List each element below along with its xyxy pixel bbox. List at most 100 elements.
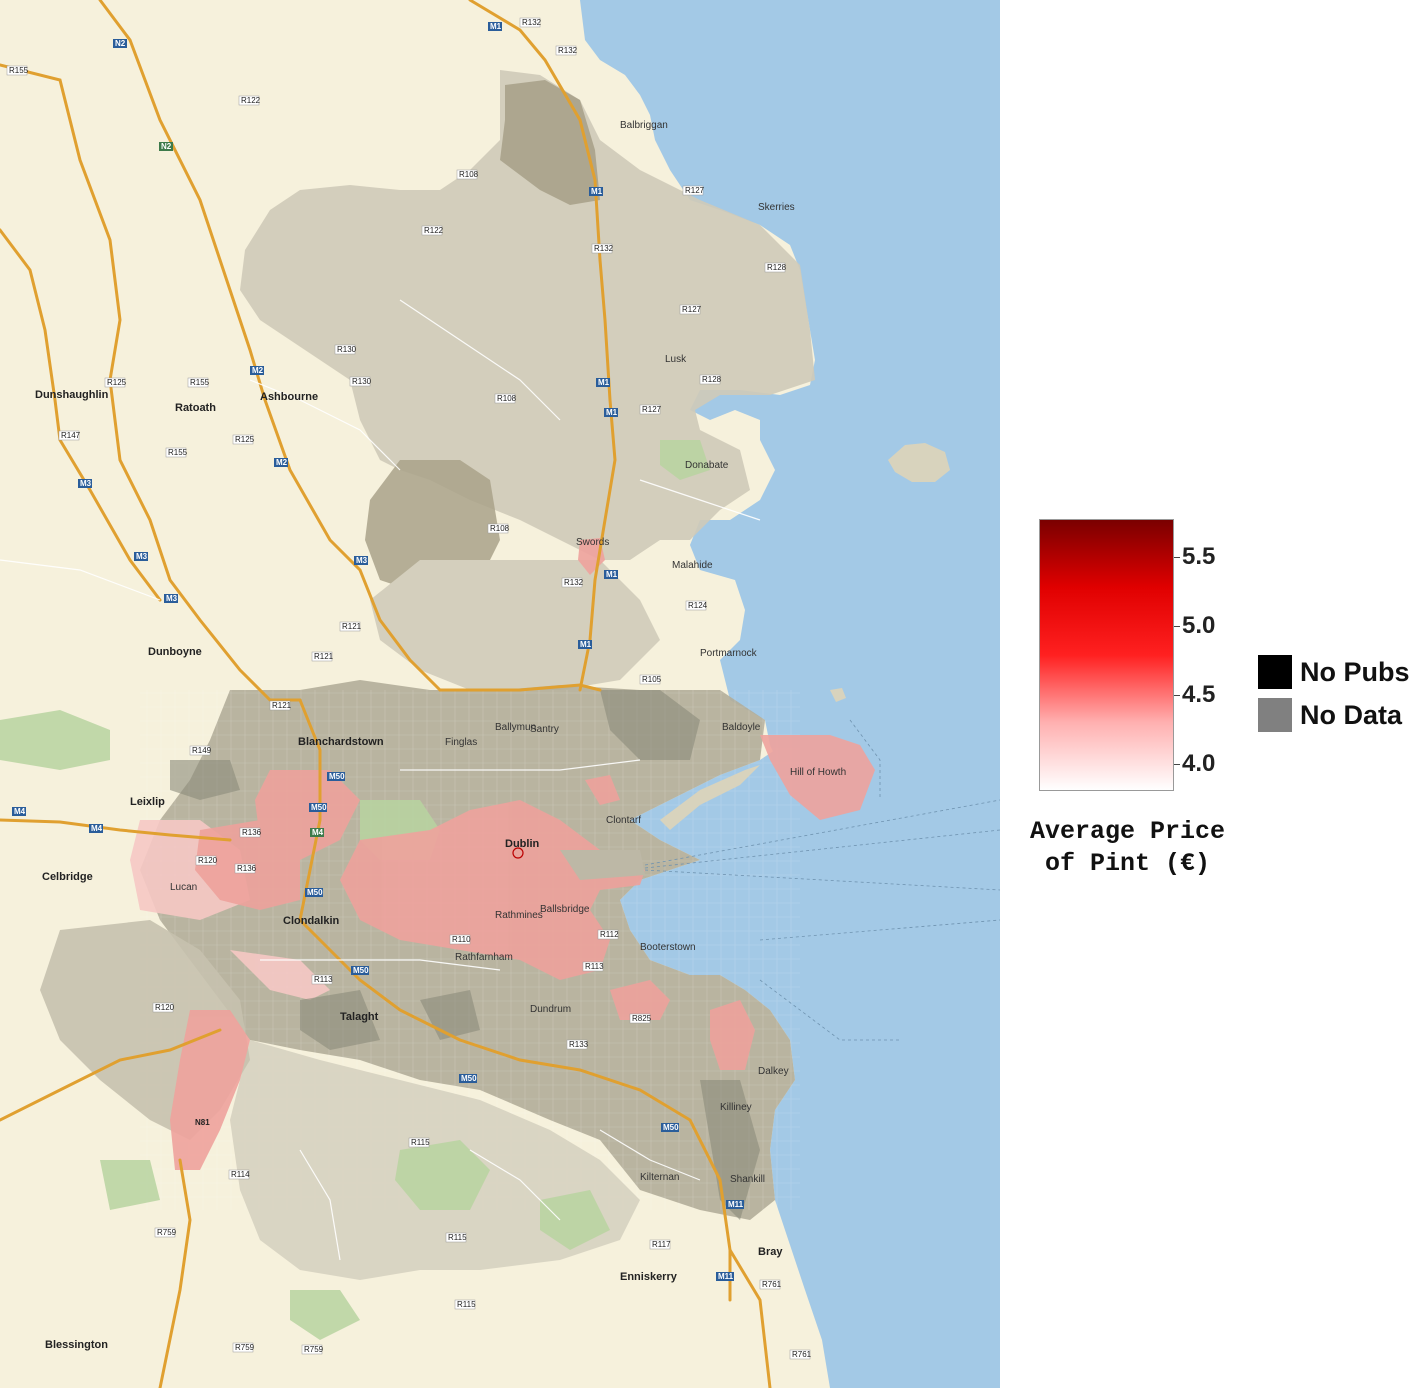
svg-text:M11: M11 (718, 1272, 734, 1281)
svg-text:M3: M3 (136, 552, 148, 561)
dublin-city-price-area (340, 800, 645, 980)
svg-text:M50: M50 (307, 888, 323, 897)
svg-text:M50: M50 (311, 803, 327, 812)
shipping-lanes (644, 719, 1000, 1041)
colorbar-tick (1174, 694, 1180, 696)
legend-no-data: No Data (1258, 698, 1402, 732)
label-dalkey: Dalkey (758, 1066, 789, 1077)
minor-roads (0, 299, 761, 1261)
regional-road-labels: R132 R132 R108 R127 R122 R155 R122 R132 … (6, 17, 812, 1360)
label-santry: Santry (530, 724, 559, 735)
colorbar-ticks: 4.0 4.5 5.0 5.5 (1174, 519, 1234, 791)
svg-text:R108: R108 (459, 170, 479, 179)
svg-text:R147: R147 (61, 431, 81, 440)
label-dublin: Dublin (505, 838, 539, 850)
place-labels: Dublin Swords Hill of Howth Blanchardsto… (35, 120, 846, 1351)
no-data-swatch (1258, 698, 1292, 732)
label-rathfarnham: Rathfarnham (455, 952, 513, 963)
colorbar-tick (1174, 763, 1180, 765)
blackrock-price-area (610, 980, 670, 1020)
legend-title-line2: of Pint (€) (1044, 849, 1211, 878)
label-howth: Hill of Howth (790, 767, 846, 778)
svg-text:R761: R761 (792, 1350, 812, 1359)
no-pubs-swatch (1258, 655, 1292, 689)
label-dunshaughlin: Dunshaughlin (35, 389, 109, 401)
label-enniskerry: Enniskerry (620, 1271, 678, 1283)
svg-text:R155: R155 (9, 66, 29, 75)
howth-price-area (760, 735, 875, 820)
svg-text:R120: R120 (155, 1003, 175, 1012)
svg-text:M11: M11 (728, 1200, 744, 1209)
svg-text:R117: R117 (652, 1240, 671, 1249)
label-blanchardstown: Blanchardstown (298, 736, 384, 748)
svg-text:R124: R124 (688, 601, 708, 610)
svg-text:M50: M50 (329, 772, 345, 781)
label-portmarnock: Portmarnock (700, 648, 758, 659)
svg-text:M1: M1 (598, 378, 610, 387)
svg-text:R121: R121 (272, 701, 292, 710)
colorbar-tick-label: 5.5 (1182, 543, 1216, 571)
label-kilternan: Kilternan (640, 1172, 679, 1183)
svg-text:R136: R136 (237, 864, 257, 873)
label-lucan: Lucan (170, 882, 197, 893)
fingal-north-region (240, 70, 815, 560)
svg-text:M4: M4 (312, 828, 324, 837)
svg-text:R128: R128 (767, 263, 787, 272)
svg-text:R132: R132 (558, 46, 578, 55)
svg-text:R115: R115 (411, 1138, 430, 1147)
label-ratoath: Ratoath (175, 402, 216, 414)
dalkey-price-area (710, 1000, 755, 1070)
svg-text:R122: R122 (424, 226, 444, 235)
price-colorbar (1039, 519, 1174, 791)
southwest-price-area (170, 1010, 250, 1170)
map-panel[interactable]: N2 N2 M2 M2 M3 M3 M3 M1 M1 M1 M1 M1 M1 M… (0, 0, 1000, 1388)
svg-text:N81: N81 (195, 1118, 210, 1127)
label-shankill: Shankill (730, 1174, 765, 1185)
svg-text:R125: R125 (235, 435, 255, 444)
svg-text:M3: M3 (356, 556, 368, 565)
svg-text:R127: R127 (682, 305, 702, 314)
legend-title: Average Price of Pint (€) (1005, 816, 1250, 880)
svg-text:R825: R825 (632, 1014, 652, 1023)
colorbar-tick-label: 4.5 (1182, 680, 1216, 708)
svg-text:R127: R127 (685, 186, 705, 195)
svg-text:M1: M1 (606, 570, 618, 579)
dublin-map[interactable]: N2 N2 M2 M2 M3 M3 M3 M1 M1 M1 M1 M1 M1 M… (0, 0, 1000, 1388)
label-swords: Swords (576, 537, 609, 548)
svg-text:R120: R120 (198, 856, 218, 865)
svg-text:R108: R108 (490, 524, 510, 533)
svg-text:R105: R105 (642, 675, 662, 684)
label-bray: Bray (758, 1246, 783, 1258)
dublin-port (560, 850, 645, 880)
svg-text:R112: R112 (600, 930, 619, 939)
colorbar-tick-label: 4.0 (1182, 749, 1216, 777)
label-finglas: Finglas (445, 737, 477, 748)
colorbar-tick (1174, 557, 1180, 559)
svg-text:M3: M3 (80, 479, 92, 488)
svg-text:R115: R115 (457, 1300, 476, 1309)
svg-text:R130: R130 (352, 377, 372, 386)
lambay-island (888, 443, 950, 482)
legend-title-line1: Average Price (1029, 817, 1226, 846)
svg-text:R133: R133 (569, 1040, 589, 1049)
svg-text:R132: R132 (564, 578, 584, 587)
svg-text:R759: R759 (157, 1228, 177, 1237)
legend-no-pubs: No Pubs (1258, 655, 1410, 689)
svg-text:R761: R761 (762, 1280, 782, 1289)
label-celbridge: Celbridge (42, 871, 93, 883)
svg-text:M1: M1 (580, 640, 592, 649)
label-leixlip: Leixlip (130, 796, 165, 808)
svg-text:M3: M3 (166, 594, 178, 603)
price-regions (170, 538, 875, 1170)
label-skerries: Skerries (758, 202, 795, 213)
label-clontarf: Clontarf (606, 815, 641, 826)
svg-text:M1: M1 (591, 187, 603, 196)
label-donabate: Donabate (685, 460, 729, 471)
svg-text:M1: M1 (606, 408, 618, 417)
motorway-badges: N2 N2 M2 M2 M3 M3 M3 M1 M1 M1 M1 M1 M1 M… (12, 22, 744, 1281)
no-data-label: No Data (1300, 699, 1403, 730)
svg-text:M50: M50 (461, 1074, 477, 1083)
no-pubs-label: No Pubs (1300, 656, 1410, 687)
svg-text:R155: R155 (190, 378, 210, 387)
svg-text:R125: R125 (107, 378, 127, 387)
